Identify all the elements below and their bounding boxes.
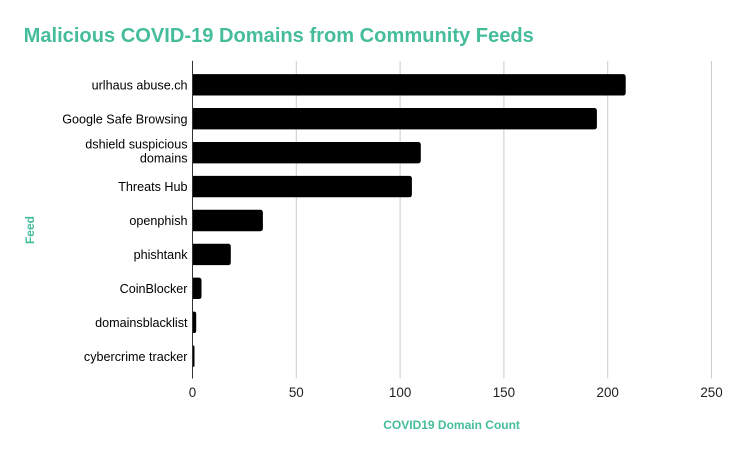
svg-text:250: 250 (700, 385, 722, 400)
svg-text:COVID19 Domain Count: COVID19 Domain Count (383, 418, 520, 432)
svg-text:openphish: openphish (129, 214, 187, 228)
svg-text:urlhaus abuse.ch: urlhaus abuse.ch (92, 78, 188, 92)
svg-text:Google Safe Browsing: Google Safe Browsing (62, 112, 187, 126)
svg-text:domains: domains (140, 151, 188, 165)
svg-text:200: 200 (597, 385, 619, 400)
svg-text:phishtank: phishtank (134, 248, 189, 262)
svg-text:domainsblacklist: domainsblacklist (95, 316, 188, 330)
svg-text:Malicious COVID-19 Domains fro: Malicious COVID-19 Domains from Communit… (24, 25, 534, 47)
svg-text:50: 50 (289, 385, 304, 400)
svg-text:100: 100 (389, 385, 411, 400)
svg-text:Feed: Feed (23, 216, 37, 244)
svg-text:0: 0 (189, 385, 196, 400)
svg-text:150: 150 (493, 385, 515, 400)
svg-text:Threats Hub: Threats Hub (118, 180, 187, 194)
svg-text:CoinBlocker: CoinBlocker (120, 282, 188, 296)
svg-text:dshield suspicious: dshield suspicious (85, 137, 187, 151)
svg-text:cybercrime tracker: cybercrime tracker (84, 350, 188, 364)
